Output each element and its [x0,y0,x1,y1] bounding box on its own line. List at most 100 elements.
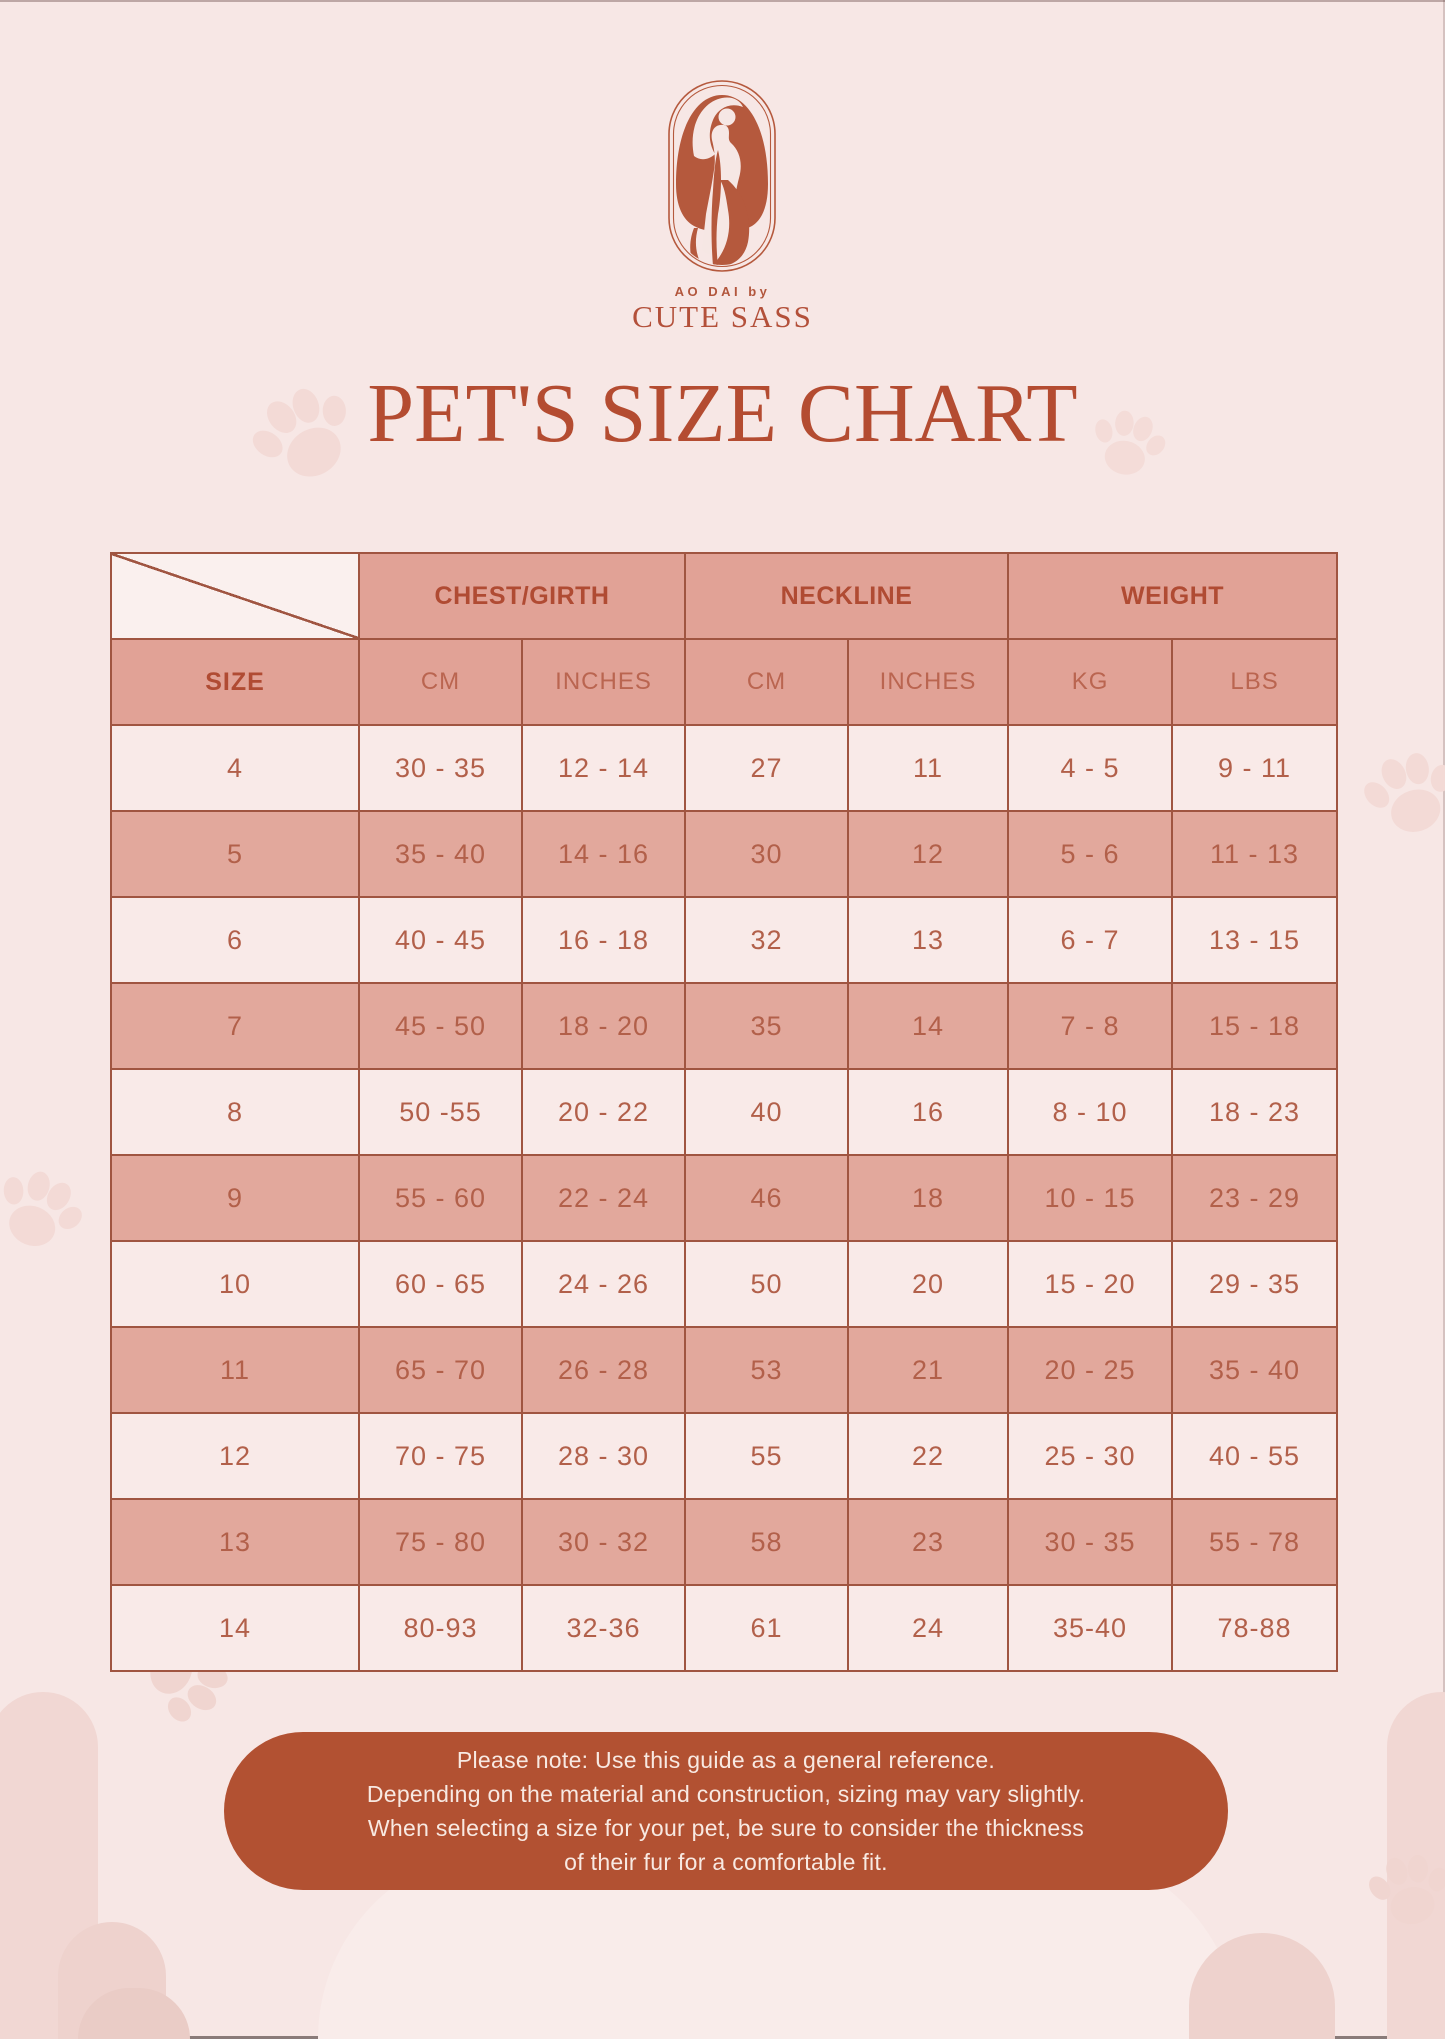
value-cell: 32-36 [520,1584,687,1672]
brand-tagline: AO DAI by [674,284,771,299]
value-cell: 7 - 8 [1007,982,1174,1070]
value-cell: 22 [847,1412,1010,1500]
value-cell: 18 [847,1154,1010,1242]
note-line: Depending on the material and constructi… [366,1781,1086,1807]
size-cell: 12 [110,1412,360,1500]
value-cell: 80-93 [358,1584,523,1672]
page-title: PET'S SIZE CHART [367,367,1078,460]
column-header-kg: KG [1007,638,1174,726]
value-cell: 14 [847,982,1010,1070]
value-cell: 6 - 7 [1007,896,1174,984]
value-cell: 24 - 26 [520,1240,687,1328]
paw-print-icon [252,388,346,477]
table-row: 6 40 - 45 16 - 18 32 13 6 - 7 13 - 15 [110,896,1339,984]
value-cell: 40 [684,1068,850,1156]
value-cell: 50 [684,1240,850,1328]
value-cell: 15 - 20 [1007,1240,1174,1328]
value-cell: 22 - 24 [520,1154,687,1242]
value-cell: 10 - 15 [1007,1154,1174,1242]
value-cell: 70 - 75 [358,1412,523,1500]
value-cell: 28 - 30 [520,1412,687,1500]
size-cell: 6 [110,896,360,984]
value-cell: 23 [847,1498,1010,1586]
size-cell: 9 [110,1154,360,1242]
size-chart-table-container: CHEST/GIRTH NECKLINE WEIGHT SIZE CM INCH… [110,552,1339,1672]
size-chart-table: CHEST/GIRTH NECKLINE WEIGHT SIZE CM INCH… [110,552,1339,1672]
value-cell: 65 - 70 [358,1326,523,1414]
value-cell: 35 - 40 [358,810,523,898]
table-subheader-row: SIZE CM INCHES CM INCHES KG LBS [110,638,1339,726]
column-header-chest-cm: CM [358,638,523,726]
column-group-weight: WEIGHT [1007,552,1339,640]
value-cell: 55 [684,1412,850,1500]
value-cell: 78-88 [1171,1584,1339,1672]
size-cell: 7 [110,982,360,1070]
value-cell: 11 - 13 [1171,810,1339,898]
brand-logo-icon [668,80,776,272]
value-cell: 61 [684,1584,850,1672]
value-cell: 12 - 14 [520,724,687,812]
paw-print-icon [1364,753,1445,832]
table-row: 9 55 - 60 22 - 24 46 18 10 - 15 23 - 29 [110,1154,1339,1242]
value-cell: 11 [847,724,1010,812]
brand-name: CUTE SASS [632,299,813,334]
column-header-lbs: LBS [1171,638,1339,726]
value-cell: 27 [684,724,850,812]
column-group-chest: CHEST/GIRTH [357,552,687,640]
table-row: 13 75 - 80 30 - 32 58 23 30 - 35 55 - 78 [110,1498,1339,1586]
column-header-size: SIZE [110,638,360,726]
value-cell: 35 [684,982,850,1070]
value-cell: 4 - 5 [1007,724,1174,812]
sizing-note-box: Please note: Use this guide as a general… [224,1732,1228,1890]
value-cell: 60 - 65 [358,1240,523,1328]
value-cell: 16 - 18 [520,896,687,984]
value-cell: 18 - 20 [520,982,687,1070]
value-cell: 35 - 40 [1171,1326,1339,1414]
value-cell: 75 - 80 [358,1498,523,1586]
value-cell: 40 - 45 [358,896,523,984]
size-cell: 10 [110,1240,360,1328]
table-row: 8 50 -55 20 - 22 40 16 8 - 10 18 - 23 [110,1068,1339,1156]
value-cell: 55 - 78 [1171,1498,1339,1586]
value-cell: 30 - 32 [520,1498,687,1586]
table-row: 14 80-93 32-36 61 24 35-40 78-88 [110,1584,1339,1672]
column-group-neckline: NECKLINE [684,552,1010,640]
size-cell: 8 [110,1068,360,1156]
table-row: 10 60 - 65 24 - 26 50 20 15 - 20 29 - 35 [110,1240,1339,1328]
arch-decoration-right-mid [1189,1933,1335,2039]
table-group-header-row: CHEST/GIRTH NECKLINE WEIGHT [110,552,1339,640]
corner-diagonal-cell [110,552,360,640]
size-cell: 13 [110,1498,360,1586]
size-cell: 5 [110,810,360,898]
size-cell: 11 [110,1326,360,1414]
column-header-neck-inches: INCHES [847,638,1010,726]
value-cell: 30 [684,810,850,898]
value-cell: 30 - 35 [358,724,523,812]
value-cell: 8 - 10 [1007,1068,1174,1156]
table-row: 11 65 - 70 26 - 28 53 21 20 - 25 35 - 40 [110,1326,1339,1414]
value-cell: 18 - 23 [1171,1068,1339,1156]
table-row: 5 35 - 40 14 - 16 30 12 5 - 6 11 - 13 [110,810,1339,898]
value-cell: 50 -55 [358,1068,523,1156]
value-cell: 26 - 28 [520,1326,687,1414]
value-cell: 25 - 30 [1007,1412,1174,1500]
column-header-neck-cm: CM [684,638,850,726]
value-cell: 20 - 25 [1007,1326,1174,1414]
size-cell: 14 [110,1584,360,1672]
note-line: When selecting a size for your pet, be s… [367,1815,1085,1841]
paw-print-icon [1095,410,1166,475]
value-cell: 13 [847,896,1010,984]
value-cell: 20 - 22 [520,1068,687,1156]
value-cell: 20 [847,1240,1010,1328]
value-cell: 46 [684,1154,850,1242]
note-line: of their fur for a comfortable fit. [564,1849,888,1875]
paw-print-icon [3,1171,82,1247]
value-cell: 58 [684,1498,850,1586]
value-cell: 15 - 18 [1171,982,1339,1070]
value-cell: 35-40 [1007,1584,1174,1672]
value-cell: 55 - 60 [358,1154,523,1242]
value-cell: 45 - 50 [358,982,523,1070]
column-header-chest-inches: INCHES [520,638,687,726]
